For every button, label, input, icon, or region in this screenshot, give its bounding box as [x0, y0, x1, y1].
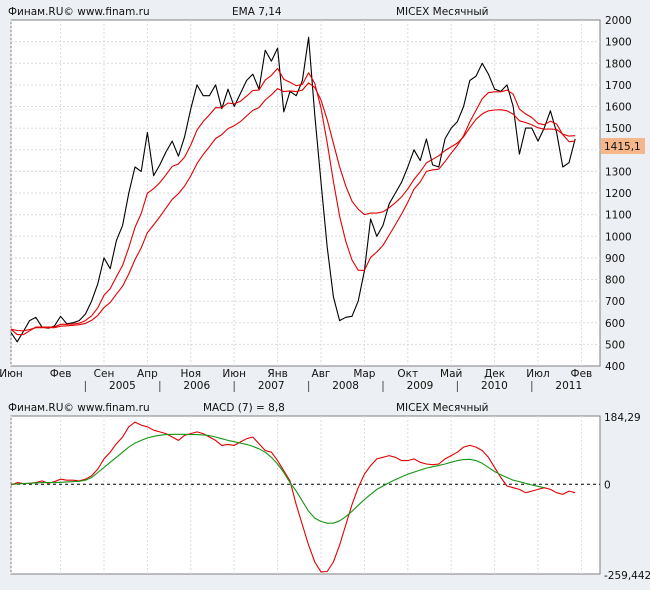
price-y-tick-label: 1300	[605, 166, 632, 178]
series-line-ema14	[10, 82, 576, 332]
x-month-label: Июн	[0, 368, 23, 380]
macd-series-layer	[10, 421, 576, 573]
last-value-badge-bg	[601, 138, 645, 154]
last-value-badge: 1415,1	[601, 138, 645, 154]
x-month-label: Фев	[571, 368, 593, 380]
macd-chart-title: MICEX Месячный	[396, 402, 488, 414]
price-y-tick-label: 1000	[605, 231, 632, 243]
x-month-label: Апр	[137, 368, 158, 380]
series-line-signal	[10, 433, 545, 524]
macd-watermark: Финам.RU© www.finam.ru	[8, 402, 150, 414]
x-month-label: Фев	[50, 368, 72, 380]
series-line-price	[10, 36, 576, 343]
price-y-tick-label: 1800	[605, 58, 632, 70]
x-year-label: 2010	[481, 380, 508, 392]
x-month-label: Мар	[353, 368, 375, 380]
price-chart-title: MICEX Месячный	[396, 6, 488, 18]
x-month-label: Июн	[222, 368, 246, 380]
price-y-tick-label: 400	[605, 361, 625, 373]
x-year-label: 2008	[332, 380, 359, 392]
x-month-label: Ноя	[180, 368, 201, 380]
price-grid	[10, 20, 600, 366]
price-y-tick-label: 700	[605, 296, 625, 308]
x-month-label: Май	[440, 368, 462, 380]
ema-indicator-label: EMA 7,14	[232, 6, 282, 18]
price-y-axis: 2000190018001700160015001400130012001100…	[605, 15, 632, 373]
price-y-tick-label: 500	[605, 339, 625, 351]
macd-indicator-label: MACD (7) = 8,8	[203, 402, 285, 414]
x-year-label: 2009	[407, 380, 434, 392]
price-y-tick-label: 800	[605, 275, 625, 287]
price-y-tick-label: 1700	[605, 80, 632, 92]
price-watermark: Финам.RU© www.finam.ru	[8, 6, 150, 18]
price-series-layer	[10, 36, 576, 343]
macd-y-zero-label: 0	[604, 479, 611, 491]
x-year-label: 2005	[109, 380, 136, 392]
macd-y-min-label: -259,442	[604, 570, 650, 582]
x-month-label: Авг	[312, 368, 331, 380]
macd-panel	[10, 415, 601, 575]
price-x-axis: Июн Фев Сен Апр Ноя Июн Янв Авг Мар Окт Май Дек Июл Ф…	[0, 368, 592, 392]
x-month-label: Сен	[94, 368, 115, 380]
price-y-tick-label: 1600	[605, 102, 632, 114]
x-month-label: Дек	[484, 368, 505, 380]
x-year-label: 2006	[183, 380, 210, 392]
price-y-tick-label: 1200	[605, 188, 632, 200]
price-y-tick-label: 1900	[605, 37, 632, 49]
price-y-tick-label: 2000	[605, 15, 632, 27]
series-line-macd	[10, 421, 576, 573]
x-month-label: Июл	[526, 368, 549, 380]
price-y-tick-label: 1100	[605, 210, 632, 222]
last-value-text: 1415,1	[604, 141, 641, 153]
x-month-label: Окт	[397, 368, 418, 380]
macd-y-max-label: 184,29	[604, 412, 641, 424]
price-y-tick-label: 1500	[605, 123, 632, 135]
x-year-label: 2007	[258, 380, 285, 392]
x-year-label: 2011	[555, 380, 582, 392]
price-y-tick-label: 900	[605, 253, 625, 265]
series-line-ema7	[10, 67, 576, 336]
x-month-label: Янв	[267, 368, 287, 380]
price-y-tick-label: 600	[605, 318, 625, 330]
